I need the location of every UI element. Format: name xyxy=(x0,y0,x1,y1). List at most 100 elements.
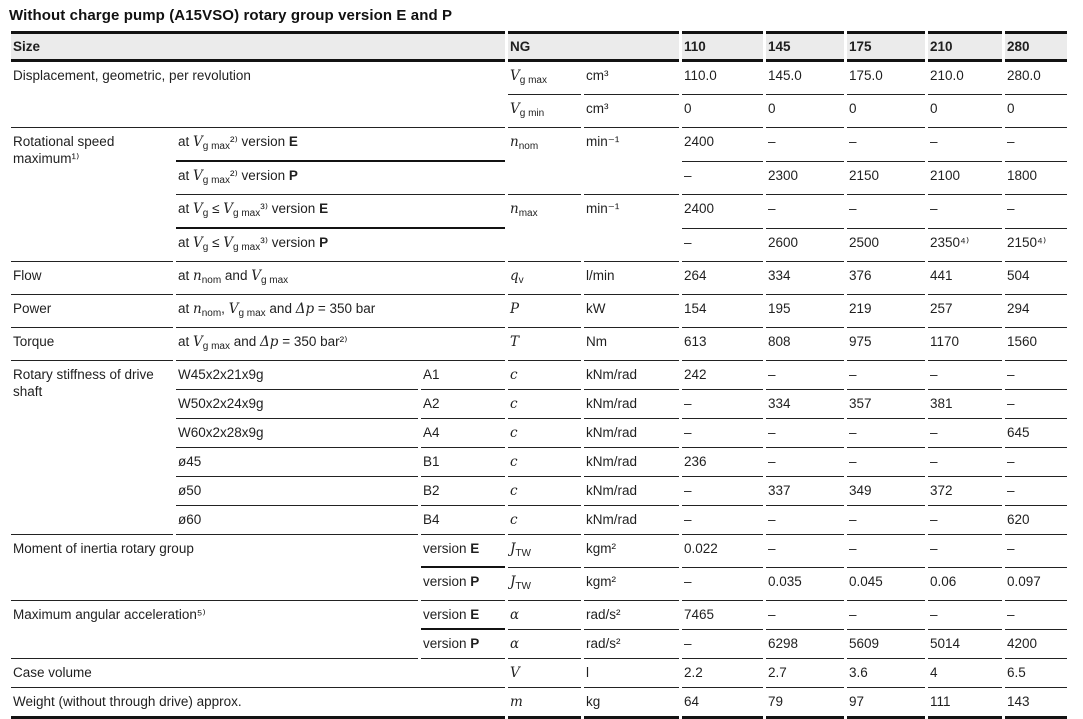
value-cell: 975 xyxy=(847,328,925,361)
value-cell: – xyxy=(1005,390,1067,419)
value-cell: 645 xyxy=(1005,419,1067,448)
header-row: Size NG 110 145 175 210 280 xyxy=(11,31,1067,62)
symbol-cell: P xyxy=(508,295,581,328)
desc-cell: at nnom, Vg max and Δp = 350 bar xyxy=(176,295,505,328)
desc-cell: at Vg ≤ Vg max³⁾ version E xyxy=(176,195,505,229)
symbol-cell: c xyxy=(508,448,581,477)
symbol-cell: qv xyxy=(508,262,581,295)
symbol-cell: Vg min xyxy=(508,95,581,128)
value-cell: 381 xyxy=(928,390,1002,419)
desc-cell: at nnom and Vg max xyxy=(176,262,505,295)
param-cell: Moment of inertia rotary group xyxy=(11,535,418,601)
value-cell: 6.5 xyxy=(1005,659,1067,688)
value-cell: 808 xyxy=(766,328,844,361)
column-header-size: Size xyxy=(11,31,505,62)
value-cell: – xyxy=(766,361,844,390)
unit-cell: kgm² xyxy=(584,535,679,568)
page-title: Without charge pump (A15VSO) rotary grou… xyxy=(9,7,453,24)
desc-cell: W60x2x28x9g xyxy=(176,419,418,448)
value-cell: 0 xyxy=(928,95,1002,128)
symbol-cell: c xyxy=(508,477,581,506)
param-cell: Rotary stiffness of drive shaft xyxy=(11,361,173,535)
value-cell: – xyxy=(928,448,1002,477)
value-cell: 145.0 xyxy=(766,62,844,95)
param-cell: Weight (without through drive) approx. xyxy=(11,688,505,719)
datasheet-page: Without charge pump (A15VSO) rotary grou… xyxy=(0,7,1083,719)
value-cell: 264 xyxy=(682,262,763,295)
desc-cell: at Vg max and Δp = 350 bar²⁾ xyxy=(176,328,505,361)
symbol-cell: V xyxy=(508,659,581,688)
table-row: Flow at nnom and Vg max qv l/min 264 334… xyxy=(11,262,1067,295)
value-cell: – xyxy=(1005,601,1067,630)
value-cell: 334 xyxy=(766,262,844,295)
value-cell: – xyxy=(1005,477,1067,506)
value-cell: – xyxy=(847,195,925,229)
table-row: Weight (without through drive) approx. m… xyxy=(11,688,1067,719)
value-cell: 441 xyxy=(928,262,1002,295)
unit-cell: min⁻¹ xyxy=(584,195,679,262)
code-cell: A2 xyxy=(421,390,505,419)
unit-cell: kW xyxy=(584,295,679,328)
symbol-cell: JTW xyxy=(508,568,581,601)
value-cell: – xyxy=(1005,128,1067,162)
value-cell: 175.0 xyxy=(847,62,925,95)
value-cell: 210.0 xyxy=(928,62,1002,95)
value-cell: – xyxy=(1005,195,1067,229)
value-cell: – xyxy=(847,535,925,568)
code-cell: version P xyxy=(421,568,505,601)
value-cell: 2.7 xyxy=(766,659,844,688)
symbol-cell: c xyxy=(508,361,581,390)
value-cell: 294 xyxy=(1005,295,1067,328)
value-cell: 2350⁴⁾ xyxy=(928,229,1002,262)
value-cell: 0.035 xyxy=(766,568,844,601)
value-cell: 337 xyxy=(766,477,844,506)
table-row: Rotational speed maximum¹⁾ at Vg max²⁾ v… xyxy=(11,128,1067,262)
value-cell: 97 xyxy=(847,688,925,719)
value-cell: 0 xyxy=(847,95,925,128)
table-row: W60x2x28x9g A4 c kNm/rad – – – – 645 xyxy=(11,419,1067,448)
value-cell: – xyxy=(682,390,763,419)
value-cell: – xyxy=(847,601,925,630)
symbol-cell: c xyxy=(508,419,581,448)
value-cell: 242 xyxy=(682,361,763,390)
value-cell: – xyxy=(847,448,925,477)
value-cell: 0.097 xyxy=(1005,568,1067,601)
table-row: Torque at Vg max and Δp = 350 bar²⁾ T Nm… xyxy=(11,328,1067,361)
column-header-ng: NG xyxy=(508,31,679,62)
unit-cell: cm³ xyxy=(584,95,679,128)
code-cell: version E xyxy=(421,601,505,630)
code-cell: B2 xyxy=(421,477,505,506)
table-row: Power at nnom, Vg max and Δp = 350 bar P… xyxy=(11,295,1067,328)
unit-cell: min⁻¹ xyxy=(584,128,679,195)
symbol-cell: T xyxy=(508,328,581,361)
code-cell: version E xyxy=(421,535,505,568)
value-cell: 1170 xyxy=(928,328,1002,361)
column-header-175: 175 xyxy=(847,31,925,62)
value-cell: 110.0 xyxy=(682,62,763,95)
desc-cell: ø45 xyxy=(176,448,418,477)
value-cell: – xyxy=(766,535,844,568)
table-row: version P JTW kgm² – 0.035 0.045 0.06 0.… xyxy=(11,568,1067,601)
table-row: ø45 B1 c kNm/rad 236 – – – – xyxy=(11,448,1067,477)
value-cell: 0.022 xyxy=(682,535,763,568)
value-cell: 2400 xyxy=(682,195,763,229)
table-row: at Vg ≤ Vg max³⁾ version E nmax min⁻¹ 24… xyxy=(11,195,1067,262)
value-cell: 143 xyxy=(1005,688,1067,719)
param-cell: Displacement, geometric, per revolution xyxy=(11,62,505,128)
table-row: ø60 B4 c kNm/rad – – – – 620 xyxy=(11,506,1067,535)
value-cell: – xyxy=(928,419,1002,448)
value-cell: – xyxy=(766,506,844,535)
value-cell: 2300 xyxy=(766,162,844,195)
symbol-cell: Vg max xyxy=(508,62,581,95)
unit-cell: kNm/rad xyxy=(584,477,679,506)
table-row: at Vg ≤ Vg max³⁾ version P – 2600 2500 2… xyxy=(11,229,1067,262)
unit-cell: kNm/rad xyxy=(584,419,679,448)
value-cell: – xyxy=(928,535,1002,568)
value-cell: – xyxy=(766,419,844,448)
value-cell: 372 xyxy=(928,477,1002,506)
value-cell: 613 xyxy=(682,328,763,361)
symbol-cell: m xyxy=(508,688,581,719)
value-cell: 257 xyxy=(928,295,1002,328)
unit-cell: kNm/rad xyxy=(584,506,679,535)
value-cell: 0.045 xyxy=(847,568,925,601)
